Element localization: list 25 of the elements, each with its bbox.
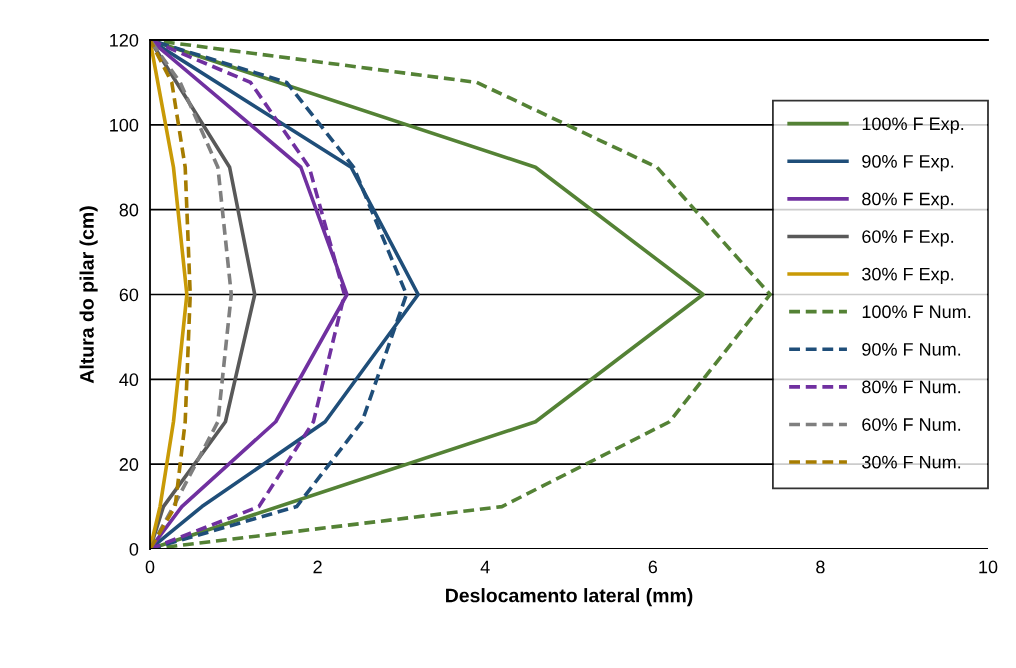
legend-label: 30% F Num.	[862, 455, 961, 469]
legend-label: 100% F Exp.	[862, 117, 964, 134]
x-tick-label: 6	[648, 560, 658, 574]
y-tick-label: 40	[119, 373, 139, 387]
legend-label: 60% F Exp.	[862, 230, 954, 247]
y-tick-label: 100	[110, 118, 139, 132]
legend-label: 80% F Num.	[862, 380, 961, 394]
legend-label: 100% F Num.	[862, 305, 971, 319]
y-tick-label: 0	[129, 542, 139, 556]
legend-label: 90% F Num.	[862, 342, 961, 356]
y-tick-label: 20	[119, 458, 139, 471]
legend-label: 60% F Num.	[862, 418, 961, 431]
x-tick-label: 10	[979, 560, 998, 574]
y-tick-label: 80	[119, 203, 139, 217]
y-tick-label: 120	[110, 33, 139, 47]
x-tick-label: 0	[145, 560, 155, 574]
legend-label: 90% F Exp.	[862, 154, 954, 172]
x-axis-title: Deslocamento lateral (mm)	[446, 588, 693, 607]
x-tick-label: 8	[816, 560, 825, 574]
y-axis-title: Altura do pilar (cm)	[79, 206, 98, 384]
x-tick-label: 2	[313, 560, 322, 574]
x-tick-label: 4	[480, 560, 490, 574]
legend-label: 80% F Exp.	[862, 192, 954, 209]
legend-label: 30% F Exp.	[862, 267, 954, 285]
y-tick-label: 60	[119, 288, 139, 302]
